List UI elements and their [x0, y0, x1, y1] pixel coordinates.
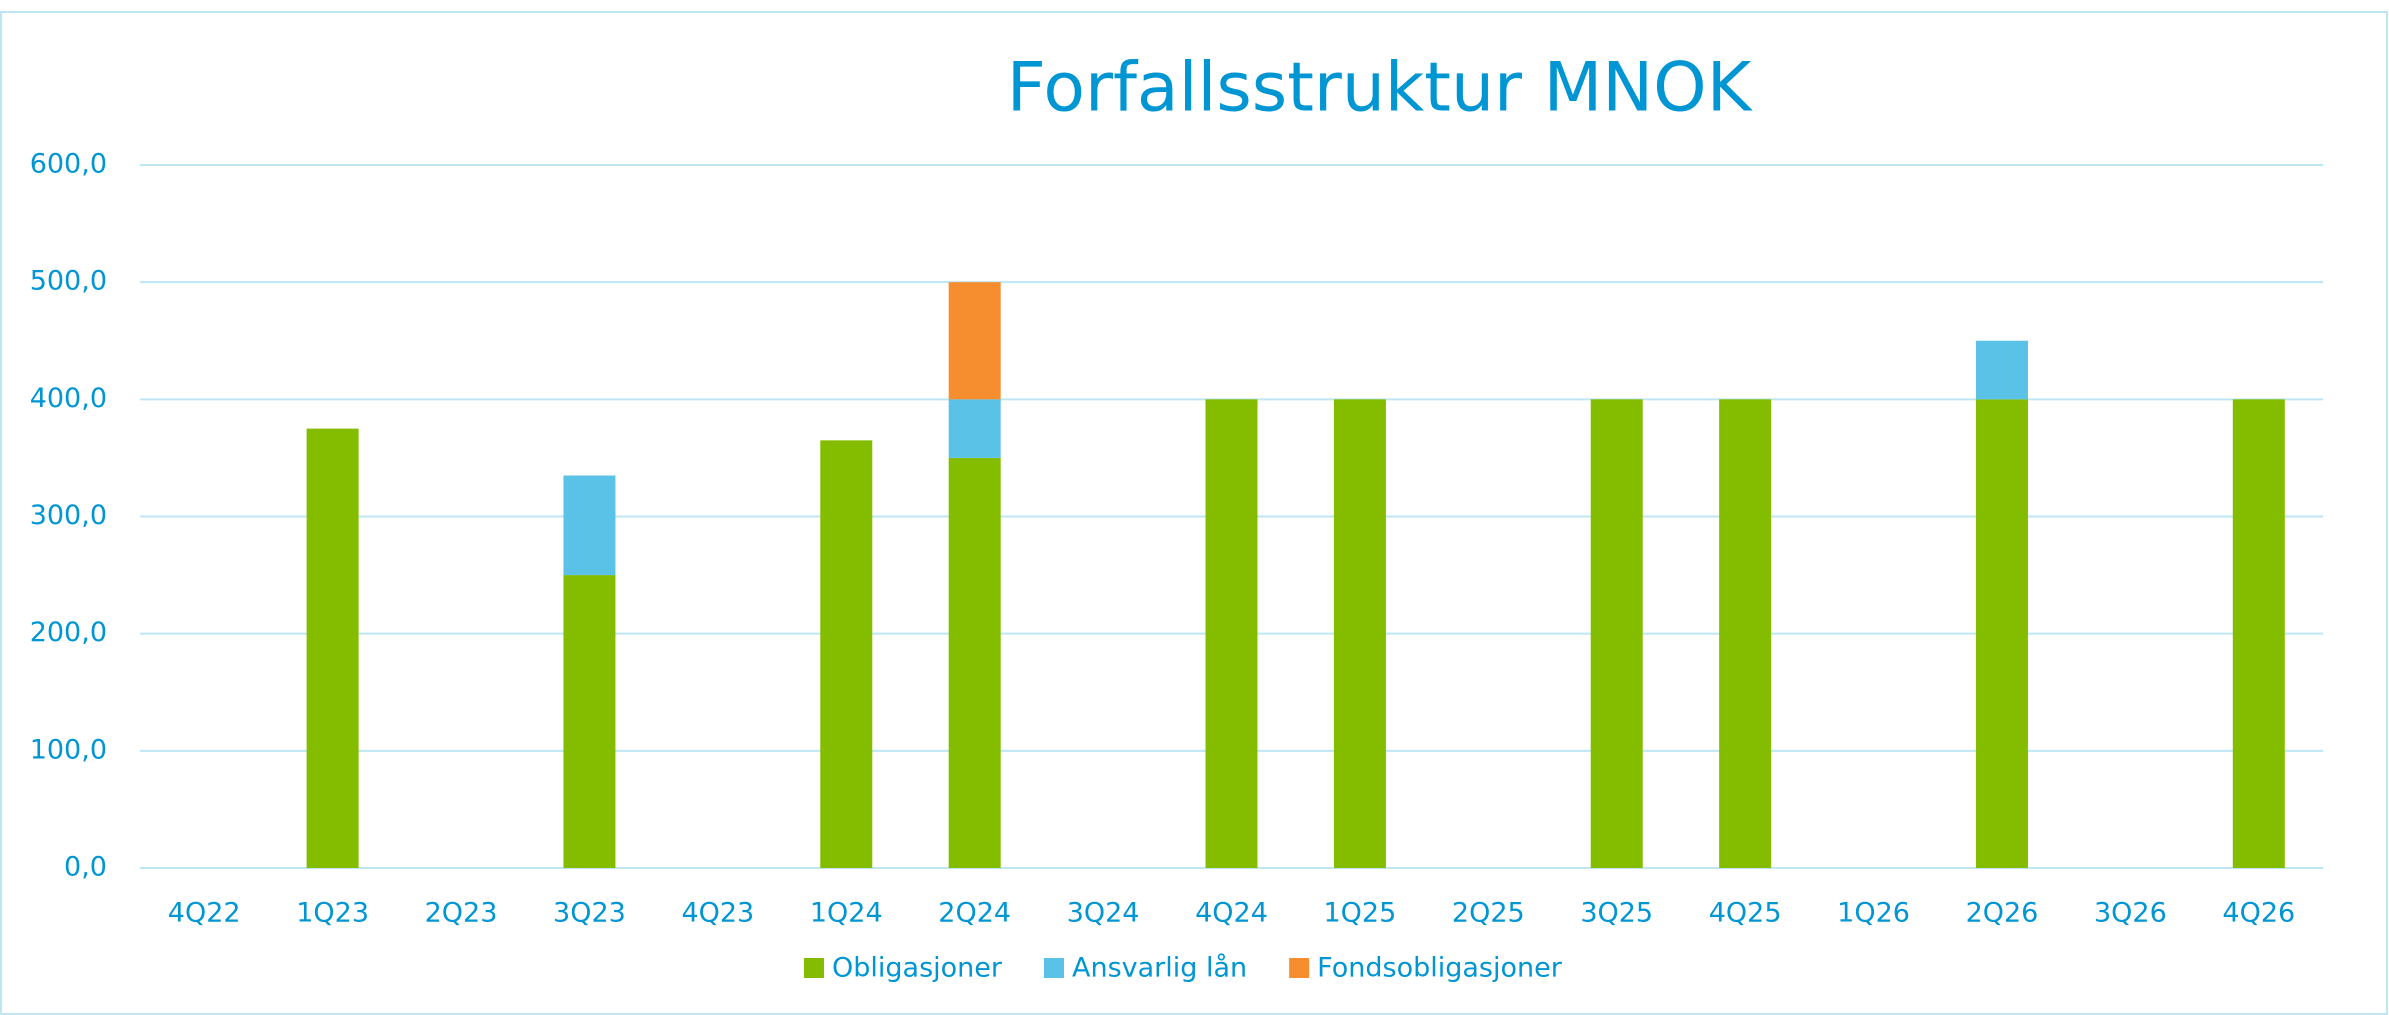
x-tick-label: 4Q25	[1709, 898, 1782, 929]
x-tick-label: 2Q24	[938, 898, 1011, 929]
x-tick-label: 1Q25	[1324, 898, 1397, 929]
bar	[1205, 399, 1258, 868]
x-tick-label: 3Q25	[1580, 898, 1653, 929]
legend-swatch	[1289, 958, 1310, 978]
y-tick-label: 600,0	[30, 149, 107, 180]
x-tick-label: 2Q25	[1452, 898, 1525, 929]
y-tick-label: 300,0	[30, 500, 107, 531]
bar	[948, 282, 1001, 400]
bar	[1975, 399, 2028, 868]
bar	[948, 457, 1001, 868]
bar	[1719, 399, 1772, 868]
x-tick-label: 4Q24	[1195, 898, 1268, 929]
x-tick-label: 2Q23	[425, 898, 498, 929]
y-tick-label: 0,0	[64, 852, 107, 883]
legend-label: Fondsobligasjoner	[1317, 953, 1563, 984]
x-tick-label: 4Q23	[681, 898, 754, 929]
bar	[1975, 340, 2028, 400]
x-tick-label: 4Q22	[168, 898, 241, 929]
y-tick-label: 500,0	[30, 266, 107, 297]
x-tick-label: 1Q24	[810, 898, 883, 929]
legend-label: Obligasjoner	[832, 953, 1003, 984]
bar	[820, 440, 873, 868]
bar	[306, 428, 359, 868]
y-tick-label: 200,0	[30, 617, 107, 648]
x-tick-label: 3Q26	[2094, 898, 2167, 929]
chart-border	[0, 11, 2388, 1015]
bar	[1333, 399, 1386, 868]
x-tick-label: 2Q26	[1966, 898, 2039, 929]
chart-title: Forfallsstruktur MNOK	[1007, 49, 1754, 128]
x-tick-label: 1Q23	[296, 898, 369, 929]
y-tick-label: 400,0	[30, 383, 107, 414]
x-tick-label: 3Q24	[1067, 898, 1140, 929]
bar	[563, 575, 616, 868]
bar	[2232, 399, 2285, 868]
legend-swatch	[1044, 958, 1064, 978]
x-tick-label: 4Q26	[2222, 898, 2295, 929]
bar	[948, 399, 1001, 458]
bar	[563, 475, 616, 576]
x-tick-label: 1Q26	[1837, 898, 1910, 929]
x-tick-label: 3Q23	[553, 898, 626, 929]
y-tick-label: 100,0	[30, 734, 107, 765]
legend-label: Ansvarlig lån	[1072, 953, 1247, 984]
bar	[1590, 399, 1643, 868]
legend-swatch	[804, 958, 824, 978]
